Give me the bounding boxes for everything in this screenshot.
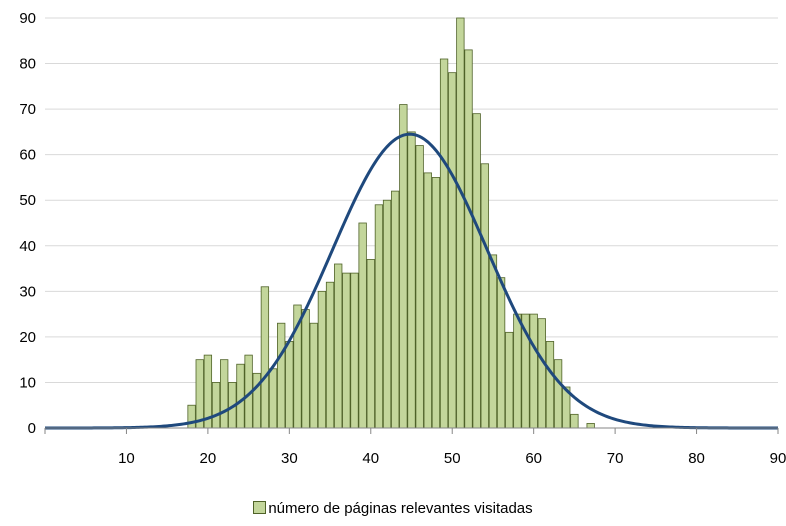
histogram-bar bbox=[407, 131, 416, 429]
histogram-bar bbox=[431, 177, 441, 429]
legend: número de páginas relevantes visitadas bbox=[0, 500, 786, 517]
histogram-bar bbox=[423, 172, 432, 429]
normal-curve bbox=[45, 132, 778, 430]
histogram-bar bbox=[350, 272, 359, 429]
y-tick-label: 70 bbox=[19, 101, 36, 118]
histogram-bar bbox=[220, 359, 229, 429]
normal-curve-line bbox=[45, 132, 778, 430]
x-tick-label: 50 bbox=[444, 450, 461, 467]
histogram-bar bbox=[187, 404, 196, 429]
histogram-bar bbox=[586, 423, 595, 429]
histogram-bar bbox=[342, 272, 351, 429]
y-tick-label: 50 bbox=[19, 192, 36, 209]
x-tick-label: 10 bbox=[118, 450, 135, 467]
histogram-bar bbox=[301, 309, 310, 429]
y-tick-label: 10 bbox=[19, 374, 36, 391]
histogram-bar bbox=[496, 277, 506, 429]
legend-label: número de páginas relevantes visitadas bbox=[268, 500, 533, 517]
histogram-bar bbox=[464, 49, 473, 429]
histogram-bar bbox=[472, 113, 481, 429]
histogram-bar bbox=[415, 145, 424, 429]
histogram-bar bbox=[570, 413, 579, 429]
y-tick-label: 40 bbox=[19, 238, 36, 255]
y-tick-label: 20 bbox=[19, 329, 36, 346]
tick-labels: 0 10 20 30 40 50 60 70 80 90 10 20 30 40 50 60 70 80 90 bbox=[19, 10, 786, 467]
axes bbox=[44, 427, 779, 434]
histogram-bar bbox=[195, 359, 204, 429]
histogram-bar bbox=[488, 254, 498, 429]
histogram-bar bbox=[382, 199, 392, 429]
histogram-bar bbox=[268, 368, 278, 429]
histogram-bar bbox=[317, 290, 327, 429]
histogram-bar bbox=[211, 382, 221, 429]
y-tick-label: 80 bbox=[19, 56, 36, 73]
histogram-bar bbox=[448, 72, 457, 429]
histogram-bar bbox=[260, 286, 270, 429]
x-tick-label: 80 bbox=[688, 450, 705, 467]
x-tick-label: 60 bbox=[525, 450, 542, 467]
histogram-bar bbox=[358, 222, 367, 429]
histogram-bar bbox=[325, 281, 335, 429]
histogram-bar bbox=[309, 322, 318, 429]
histogram-bar bbox=[513, 313, 522, 429]
histogram-bar bbox=[505, 331, 514, 429]
histogram-bar bbox=[366, 259, 375, 429]
x-tick-label: 30 bbox=[281, 450, 298, 467]
bars bbox=[187, 17, 595, 429]
histogram-bar bbox=[553, 359, 563, 429]
x-tick-label: 70 bbox=[607, 450, 624, 467]
histogram-bar bbox=[374, 204, 384, 429]
histogram-bar bbox=[334, 263, 343, 429]
y-tick-label: 0 bbox=[28, 420, 36, 437]
histogram-bar bbox=[456, 17, 465, 429]
histogram-bar bbox=[545, 341, 555, 429]
histogram-bar bbox=[480, 163, 489, 429]
histogram-bar bbox=[277, 322, 286, 429]
x-tick-label: 20 bbox=[200, 450, 217, 467]
histogram-bar bbox=[285, 341, 294, 429]
x-tick-label: 90 bbox=[770, 450, 786, 467]
histogram-bar bbox=[391, 190, 400, 429]
y-tick-label: 90 bbox=[19, 10, 36, 27]
legend-swatch bbox=[253, 501, 267, 514]
histogram-bar bbox=[236, 363, 245, 429]
y-tick-label: 60 bbox=[19, 147, 36, 164]
x-tick-label: 40 bbox=[362, 450, 379, 467]
histogram-bar bbox=[537, 318, 546, 429]
histogram-bar bbox=[399, 104, 408, 429]
histogram-bar bbox=[439, 58, 449, 429]
histogram-bar bbox=[529, 313, 538, 429]
y-tick-label: 30 bbox=[19, 283, 36, 300]
